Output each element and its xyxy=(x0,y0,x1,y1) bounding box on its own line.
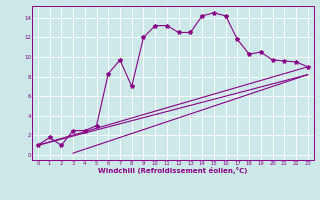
X-axis label: Windchill (Refroidissement éolien,°C): Windchill (Refroidissement éolien,°C) xyxy=(98,167,247,174)
